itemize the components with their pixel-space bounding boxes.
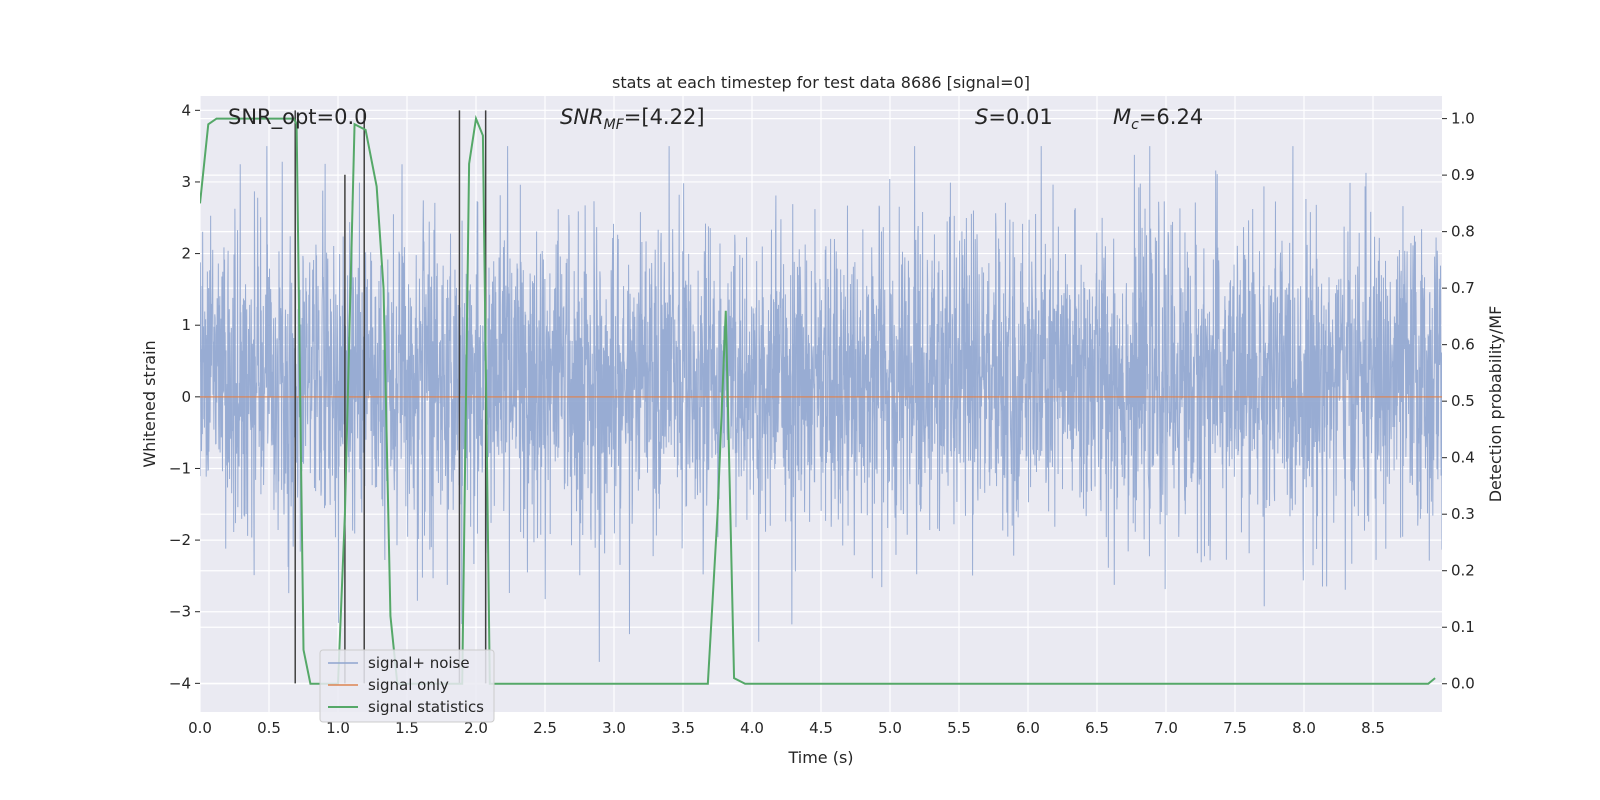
y-right-tick-label: 0.0 (1451, 675, 1475, 693)
x-tick-label: 7.0 (1154, 719, 1178, 737)
legend: signal+ noise signal only signal statist… (319, 649, 495, 723)
x-tick-label: 3.5 (671, 719, 695, 737)
y-right-tick-label: 0.3 (1451, 505, 1475, 523)
y-right-tick-label: 0.5 (1451, 392, 1475, 410)
x-tick-label: 8.5 (1361, 719, 1385, 737)
series-signal-noise-line (200, 146, 1442, 662)
y-tick-label: −1 (169, 459, 191, 477)
annotation-snr-mf: SNRMF=[4.22] (560, 105, 705, 133)
annotation-mc: Mc=6.24 (1113, 105, 1203, 133)
annotation-snr-opt: SNR_opt=0.0 (228, 105, 368, 130)
x-tick-label: 5.0 (878, 719, 902, 737)
legend-box (319, 649, 495, 723)
annotation-mc-subscript: c (1131, 117, 1139, 133)
y-right-tick-label: 0.2 (1451, 562, 1475, 580)
x-tick-label: 2.0 (464, 719, 488, 737)
annotation-snr-mf-value: =[4.22] (624, 105, 705, 129)
y-tick-label: 1 (181, 316, 191, 334)
x-tick-label: 4.0 (740, 719, 764, 737)
legend-label-signal-only: signal only (368, 676, 449, 694)
annotation-s: S=0.01 (975, 105, 1053, 129)
y-right-axis-label: Detection probability/MF (1486, 306, 1505, 503)
y-right-tick-label: 0.4 (1451, 449, 1475, 467)
x-tick-label: 1.5 (395, 719, 419, 737)
y-tick-label: −2 (169, 531, 191, 549)
x-tick-label: 0.5 (257, 719, 281, 737)
chart-title: stats at each timestep for test data 868… (612, 73, 1030, 92)
x-tick-label: 6.0 (1016, 719, 1040, 737)
y-axis-label: Whitened strain (140, 340, 159, 467)
y-right-ticks: 1.0 0.9 0.8 0.7 0.6 0.5 0.4 0.3 0.2 0.1 0.0 (1442, 110, 1475, 693)
legend-label-signal-noise: signal+ noise (368, 654, 470, 672)
x-tick-label: 0.0 (188, 719, 212, 737)
y-tick-label: 3 (181, 173, 191, 191)
annotation-s-symbol: S (975, 105, 988, 129)
y-right-tick-label: 0.7 (1451, 279, 1475, 297)
annotation-snr-mf-symbol: SNR (560, 105, 604, 129)
x-tick-label: 3.0 (602, 719, 626, 737)
annotation-mc-value: =6.24 (1139, 105, 1203, 129)
annotation-mc-symbol: M (1113, 105, 1131, 129)
y-right-tick-label: 1.0 (1451, 110, 1475, 128)
y-tick-label: 4 (181, 101, 191, 119)
y-ticks: 4 3 2 1 0 −1 −2 −3 −4 (169, 101, 200, 692)
x-ticks: 0.0 0.5 1.0 1.5 2.0 2.5 3.0 3.5 4.0 4.5 5.0 5.5 6.0 6… (188, 719, 1385, 737)
x-tick-label: 1.0 (326, 719, 350, 737)
y-tick-label: 2 (181, 245, 191, 263)
y-tick-label: 0 (181, 388, 191, 406)
x-tick-label: 6.5 (1085, 719, 1109, 737)
legend-label-signal-statistics: signal statistics (368, 698, 484, 716)
annotations: SNR_opt=0.0 SNRMF=[4.22] S=0.01 Mc=6.24 (228, 105, 1203, 133)
x-tick-label: 8.0 (1292, 719, 1316, 737)
x-tick-label: 7.5 (1223, 719, 1247, 737)
y-right-tick-label: 0.1 (1451, 618, 1475, 636)
x-tick-label: 2.5 (533, 719, 557, 737)
y-right-tick-label: 0.8 (1451, 223, 1475, 241)
y-tick-label: −4 (169, 674, 191, 692)
x-tick-label: 4.5 (809, 719, 833, 737)
annotation-snr-mf-subscript: MF (604, 117, 625, 133)
y-right-tick-label: 0.6 (1451, 336, 1475, 354)
x-axis-label: Time (s) (787, 748, 853, 767)
annotation-s-value: =0.01 (988, 105, 1052, 129)
y-tick-label: −3 (169, 603, 191, 621)
x-tick-label: 5.5 (947, 719, 971, 737)
y-right-tick-label: 0.9 (1451, 166, 1475, 184)
